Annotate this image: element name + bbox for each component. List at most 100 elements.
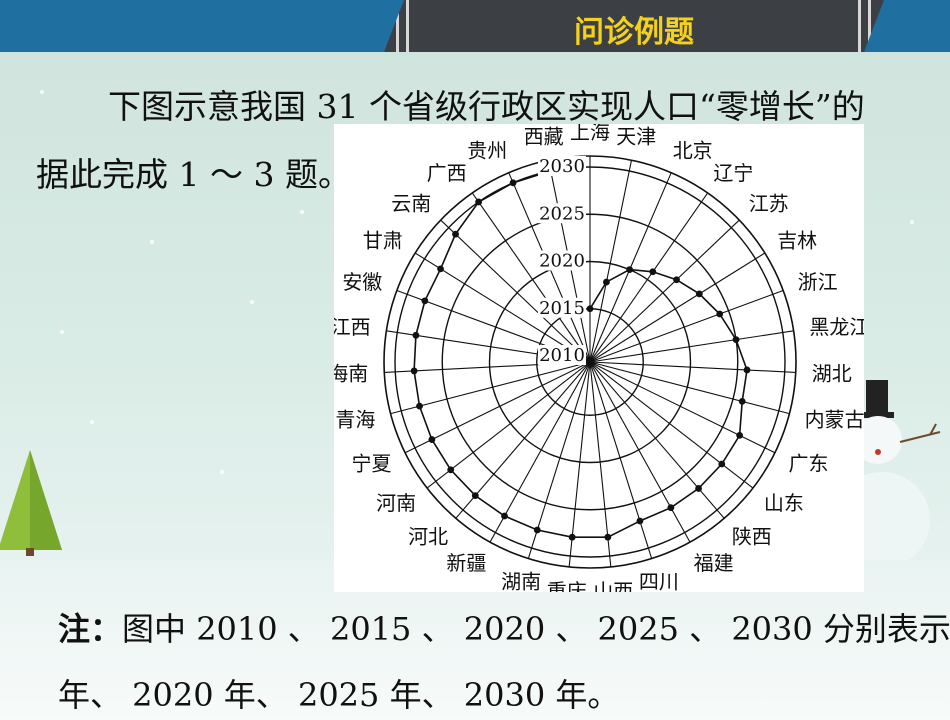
data-point-四川 xyxy=(636,517,644,525)
note-line-1: 注：图中 2010 、 2015 、 2020 、 2025 、 2030 分别… xyxy=(58,604,950,650)
data-point-甘肃 xyxy=(437,265,444,273)
title-plate: 问诊例题 xyxy=(384,0,884,52)
spoke xyxy=(471,192,591,363)
spoke xyxy=(589,289,784,363)
province-label-福建: 福建 xyxy=(694,551,734,575)
spoke xyxy=(390,361,591,415)
data-point-重庆 xyxy=(568,533,576,541)
province-label-青海: 青海 xyxy=(335,408,375,432)
title-stripe xyxy=(396,0,399,52)
data-point-辽宁 xyxy=(649,268,657,276)
data-point-江苏 xyxy=(673,276,680,284)
data-point-河南 xyxy=(447,466,455,474)
ring-label-2025: 2025 xyxy=(539,203,585,224)
header-bar: 问诊例题 xyxy=(0,0,950,52)
spoke xyxy=(404,361,591,454)
polar-diagram: 2010 2015 2020 2025 2030 上海 天津北京辽宁江苏吉林浙江黑龙江湖北内… xyxy=(328,120,869,603)
province-label-宁夏: 宁夏 xyxy=(352,451,392,475)
data-point-湖南 xyxy=(533,526,541,534)
province-label-浙江: 浙江 xyxy=(798,270,838,294)
note-label: 注： xyxy=(58,610,123,648)
title-stripe xyxy=(858,0,861,52)
province-label-四川: 四川 xyxy=(639,569,679,592)
spoke xyxy=(589,361,612,567)
data-point-广东 xyxy=(736,431,744,439)
province-label-山东: 山东 xyxy=(764,491,804,515)
province-label-广东: 广东 xyxy=(788,451,828,475)
province-label-辽宁: 辽宁 xyxy=(713,161,753,185)
ring-label-2020: 2020 xyxy=(539,251,585,272)
data-point-吉林 xyxy=(695,290,703,298)
province-label-吉林: 吉林 xyxy=(777,228,817,252)
data-point-宁夏 xyxy=(428,436,436,443)
province-label-海南: 海南 xyxy=(334,362,368,386)
spoke xyxy=(455,361,591,519)
spoke xyxy=(527,361,591,559)
data-point-内蒙古 xyxy=(738,398,746,405)
province-label-内蒙古: 内蒙古 xyxy=(805,408,864,432)
ring-label-bg xyxy=(538,297,586,318)
spoke xyxy=(589,361,776,454)
data-point-天津 xyxy=(603,278,610,286)
province-label-重庆: 重庆 xyxy=(547,579,587,592)
data-point-北京 xyxy=(626,266,634,274)
province-label-山西: 山西 xyxy=(593,579,633,592)
spoke xyxy=(589,192,709,363)
spoke xyxy=(589,219,740,363)
province-label-云南: 云南 xyxy=(391,192,431,216)
ring-label-bg xyxy=(538,156,586,176)
title-stripe xyxy=(868,0,871,52)
data-point-山西 xyxy=(604,533,612,541)
ring-label-bg xyxy=(538,250,586,271)
province-label-江西: 江西 xyxy=(334,315,371,339)
data-point-山东 xyxy=(718,460,726,468)
snowman-decoration xyxy=(860,380,941,560)
data-point-陕西 xyxy=(695,485,702,492)
ring-label-bg xyxy=(538,345,586,365)
province-label-上海: 上海 xyxy=(570,124,610,144)
data-point-安徽 xyxy=(421,297,429,305)
ring-label-bg xyxy=(538,203,586,224)
province-label-新疆: 新疆 xyxy=(446,551,486,575)
spoke xyxy=(589,361,754,489)
spoke xyxy=(589,252,766,363)
data-point-浙江 xyxy=(716,310,724,318)
data-point-湖北 xyxy=(743,366,751,374)
pine-tree-decoration xyxy=(0,450,62,556)
province-label-西藏: 西藏 xyxy=(524,125,564,149)
data-point-新疆 xyxy=(501,512,508,520)
spoke xyxy=(589,330,794,363)
note-text-1: 图中 2010 、 2015 、 2020 、 2025 、 2030 分别表示 xyxy=(122,610,950,648)
spoke xyxy=(589,361,796,373)
province-label-天津: 天津 xyxy=(616,125,656,149)
page-title: 问诊例题 xyxy=(574,15,694,50)
data-point-海南 xyxy=(410,367,418,375)
province-label-北京: 北京 xyxy=(673,139,713,163)
spoke xyxy=(440,219,591,363)
spoke xyxy=(589,361,691,543)
intro-text-line-2: 据此完成 1 ～ 3 题。 xyxy=(36,155,351,194)
spoke xyxy=(589,361,653,559)
province-label-黑龙江: 黑龙江 xyxy=(809,315,864,339)
spoke xyxy=(589,361,725,519)
spoke xyxy=(589,361,790,415)
province-label-河南: 河南 xyxy=(376,491,416,515)
data-point-青海 xyxy=(416,402,423,410)
province-label-甘肃: 甘肃 xyxy=(363,228,403,252)
ring-label-2015: 2015 xyxy=(539,298,585,319)
province-label-江苏: 江苏 xyxy=(749,192,789,216)
ring-label-2010: 2010 xyxy=(539,345,585,366)
data-point-河北 xyxy=(471,492,479,500)
data-point-江西 xyxy=(412,331,420,339)
note-line-2: 年、 2020 年、 2025 年、 2030 年。 xyxy=(58,676,620,714)
province-label-贵州: 贵州 xyxy=(467,139,507,163)
data-point-贵州 xyxy=(509,179,517,187)
province-label-广西: 广西 xyxy=(427,161,467,185)
spoke xyxy=(589,160,633,363)
province-label-湖北: 湖北 xyxy=(812,362,852,386)
data-point-上海 xyxy=(586,305,594,313)
spoke xyxy=(426,361,591,489)
title-stripe xyxy=(406,0,409,52)
province-label-湖南: 湖南 xyxy=(501,569,541,592)
data-point-广西 xyxy=(475,198,483,206)
